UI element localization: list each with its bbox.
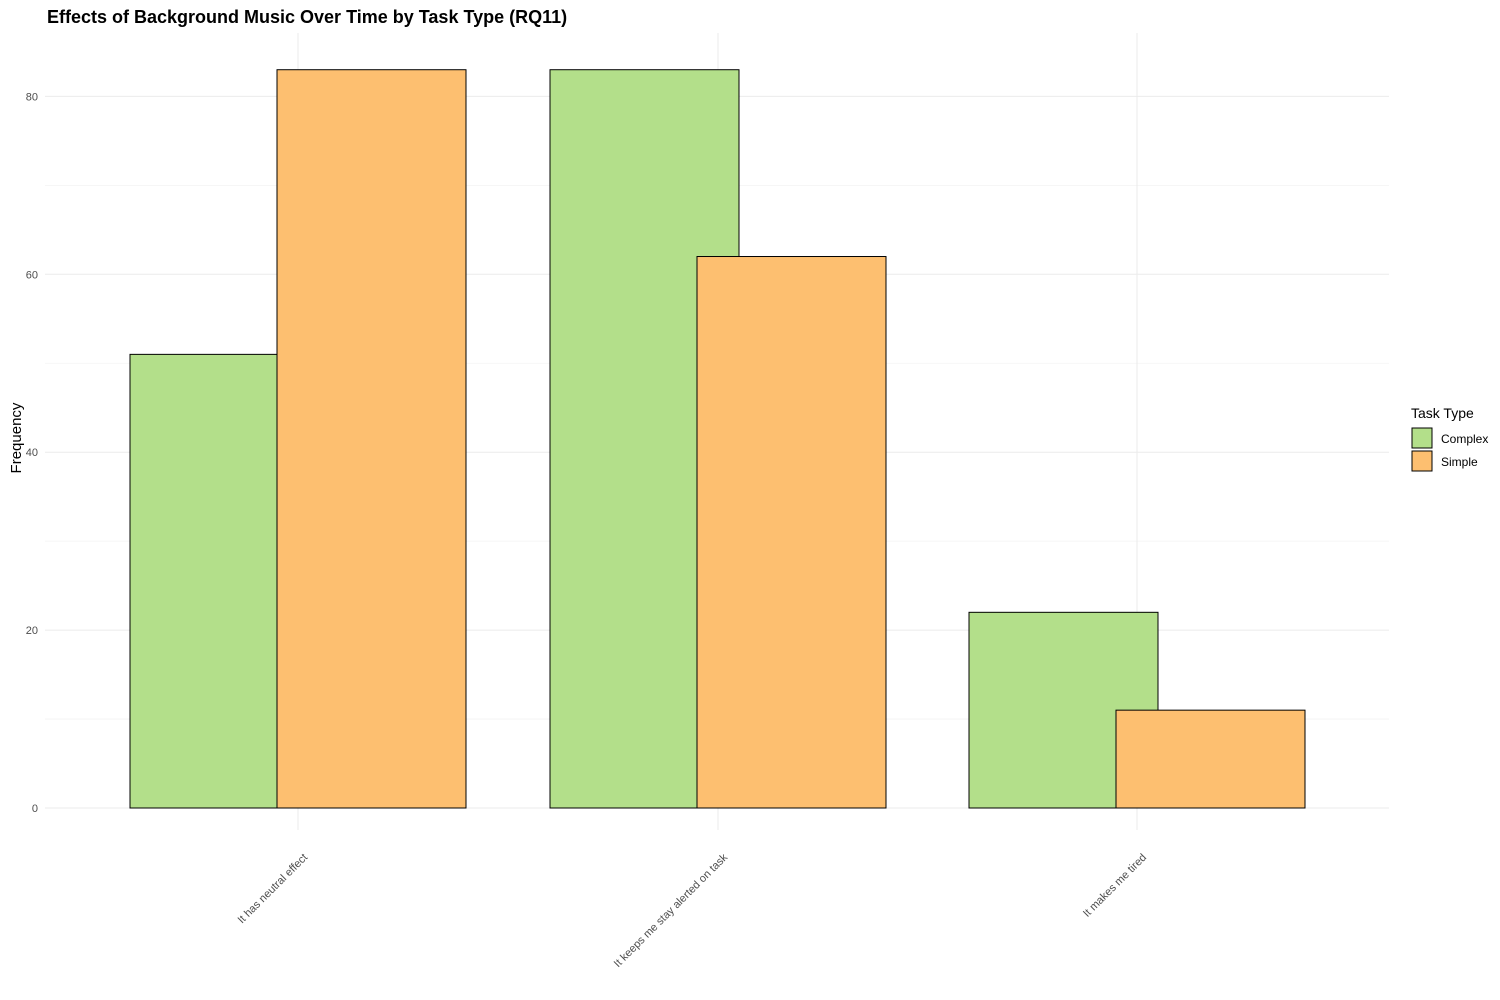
bars (129, 69, 1306, 809)
y-tick-label: 40 (26, 447, 38, 459)
bar-simple-3 (1115, 709, 1306, 809)
y-tick-label: 80 (26, 91, 38, 103)
legend-label-simple: Simple (1441, 455, 1478, 469)
x-tick-label: It keeps me stay alerted on task (612, 851, 731, 970)
chart-title: Effects of Background Music Over Time by… (47, 7, 567, 27)
bar-simple-1 (276, 69, 467, 809)
x-tick-label: It has neutral effect (236, 852, 311, 927)
legend-key-complex (1411, 427, 1433, 449)
x-tick-label: It makes me tired (1081, 852, 1149, 920)
y-tick-label: 60 (26, 269, 38, 281)
legend-title: Task Type (1411, 405, 1474, 421)
legend-key-simple (1411, 450, 1433, 472)
legend-label-complex: Complex (1441, 432, 1488, 446)
y-tick-label: 20 (26, 625, 38, 637)
y-axis-title: Frequency (8, 402, 25, 473)
x-axis: It has neutral effect It keeps me stay al… (236, 851, 1150, 970)
y-tick-label: 0 (32, 803, 38, 815)
legend: Task Type Complex Simple (1411, 405, 1488, 472)
y-axis: 0 20 40 60 80 (26, 91, 38, 815)
bar-simple-2 (696, 256, 887, 809)
